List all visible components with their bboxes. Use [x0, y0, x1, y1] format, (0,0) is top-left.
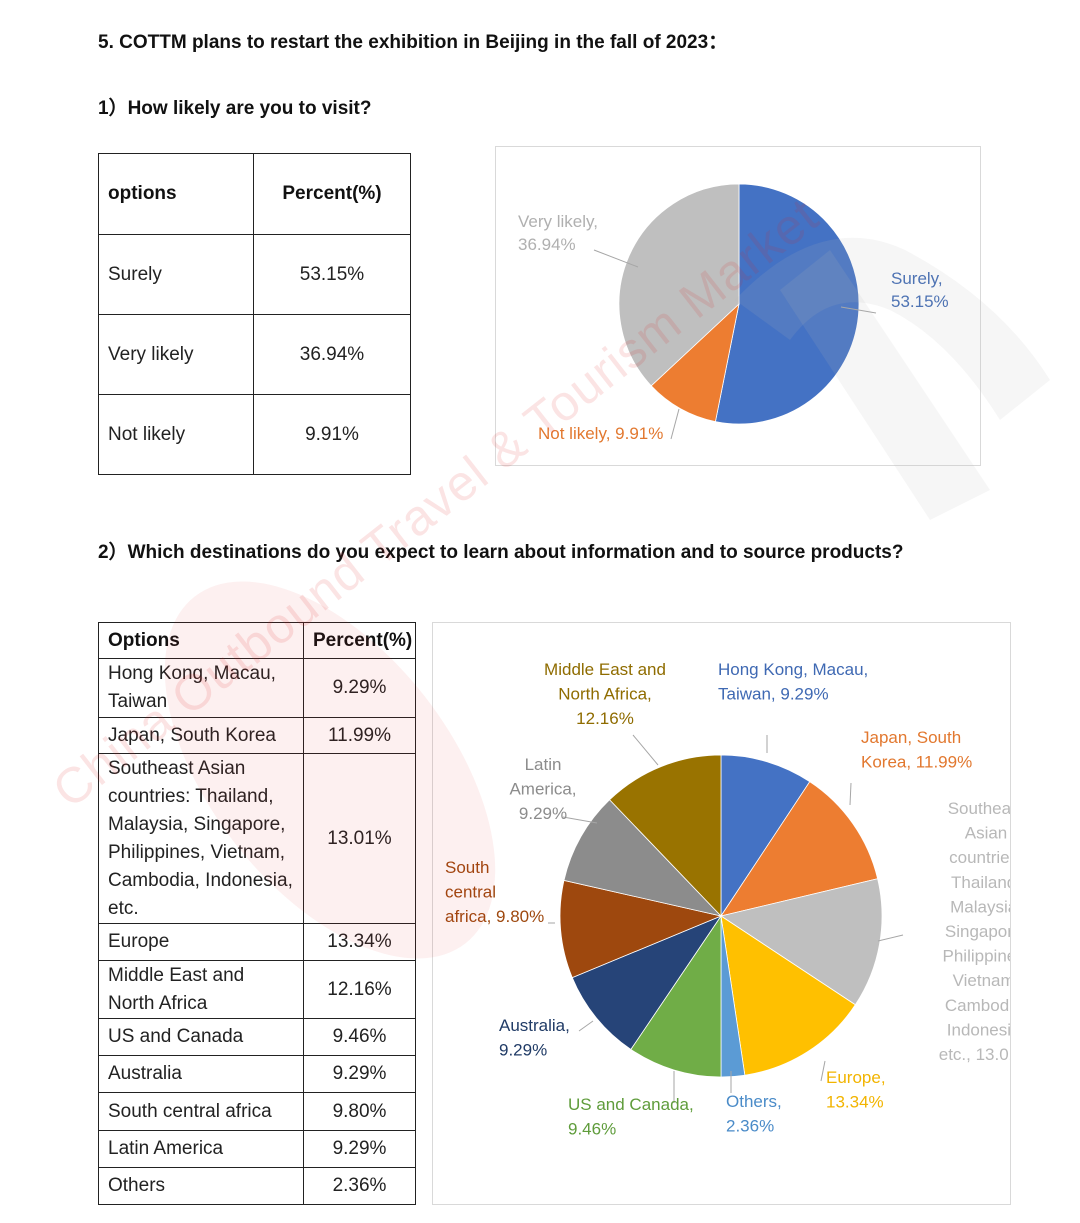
data-label-us-and-canada: US and Canada, 9.46%: [568, 1095, 694, 1139]
data-label-europe: Europe, 13.34%: [826, 1068, 886, 1112]
percent-cell: 11.99%: [303, 717, 416, 754]
pie-slice-middle-east-and-north-africa: [609, 754, 722, 917]
table-header-row: options Percent(%): [98, 153, 411, 235]
data-label-middle-east-and-north-africa: Middle East and North Africa, 12.16%: [544, 660, 666, 728]
column-header-percent: Percent(%): [303, 622, 416, 659]
option-cell: Australia: [98, 1055, 304, 1093]
percent-cell: 53.15%: [253, 234, 411, 315]
visit-likelihood-table: options Percent(%) Surely 53.15% Very li…: [98, 153, 411, 475]
table-row: Japan, South Korea 11.99%: [98, 717, 416, 754]
option-cell: Not likely: [98, 394, 254, 475]
percent-cell: 9.80%: [303, 1092, 416, 1131]
table-row: Surely 53.15%: [98, 234, 411, 315]
pie-slice-south-central-africa: [559, 879, 723, 979]
destinations-chart-frame: Hong Kong, Macau, Taiwan, 9.29% Japan, Sou…: [432, 622, 1033, 1205]
question-1: 1）How likely are you to visit?: [98, 98, 372, 119]
data-label-southeast-asian-countries: SoutheastAsiancountries:Thailand,Malaysi…: [939, 799, 1010, 1064]
percent-cell: 9.29%: [303, 1055, 416, 1093]
leader-line-europe: [820, 1060, 826, 1082]
option-cell: Surely: [98, 234, 254, 315]
pie-slice-not-likely: [650, 302, 740, 423]
leader-line-middle-east-and-north-africa: [632, 734, 659, 766]
pie-slice-surely: [714, 183, 860, 425]
table-row: Others 2.36%: [98, 1167, 416, 1205]
table-row: US and Canada 9.46%: [98, 1018, 416, 1056]
option-cell: Europe: [98, 923, 304, 961]
table-row: Southeast Asian countries: Thailand, Mal…: [98, 753, 416, 924]
pie-slice-hong-kong-macau-taiwan: [720, 754, 811, 918]
leader-line-very-likely: [593, 249, 639, 268]
pie-slice-australia: [571, 915, 723, 1050]
column-header-percent: Percent(%): [253, 153, 411, 235]
leader-line-surely: [840, 306, 877, 314]
percent-cell: 13.34%: [303, 923, 416, 961]
pie-slice-very-likely: [618, 183, 740, 387]
option-cell: US and Canada: [98, 1018, 304, 1056]
percent-cell: 12.16%: [303, 960, 416, 1019]
percent-cell: 13.01%: [303, 753, 416, 924]
visit-likelihood-chart-frame: Surely, 53.15% Not likely, 9.91% Very likel…: [495, 146, 981, 466]
table-row: Hong Kong, Macau, Taiwan 9.29%: [98, 658, 416, 718]
destinations-pie-chart: Hong Kong, Macau, Taiwan, 9.29% Japan, Sou…: [445, 660, 1033, 1139]
column-header-options: options: [98, 153, 254, 235]
data-label-australia: Australia, 9.29%: [499, 1016, 570, 1060]
option-cell: Japan, South Korea: [98, 717, 304, 754]
data-label-south-central-africa: South central africa, 9.80%: [445, 858, 544, 926]
leader-line-japan-south-korea: [849, 782, 852, 806]
leader-line-not-likely: [670, 408, 680, 440]
table-row: Not likely 9.91%: [98, 394, 411, 475]
table-row: Australia 9.29%: [98, 1055, 416, 1093]
pie-slice-europe: [720, 915, 856, 1076]
percent-cell: 9.29%: [303, 1130, 416, 1168]
percent-cell: 9.46%: [303, 1018, 416, 1056]
table-row: Very likely 36.94%: [98, 314, 411, 395]
data-label-very-likely: Very likely, 36.94%: [518, 212, 598, 254]
option-cell: Very likely: [98, 314, 254, 395]
option-cell: South central africa: [98, 1092, 304, 1131]
pie-slice-southeast-asian-countries: [720, 878, 883, 1006]
data-label-japan-south-korea: Japan, South Korea, 11.99%: [861, 728, 972, 772]
table-row: Middle East and North Africa 12.16%: [98, 960, 416, 1019]
table-row: South central africa 9.80%: [98, 1092, 416, 1131]
data-label-surely: Surely, 53.15%: [891, 269, 949, 311]
pie-slice-us-and-canada: [630, 914, 722, 1078]
data-label-latin-america: Latin America, 9.29%: [509, 755, 576, 823]
leader-line-southeast-asian-countries: [877, 934, 904, 942]
column-header-options: Options: [98, 622, 304, 659]
option-cell: Hong Kong, Macau, Taiwan: [98, 658, 304, 718]
leader-line-latin-america: [562, 816, 598, 824]
visit-likelihood-pie-chart: Surely, 53.15% Not likely, 9.91% Very likel…: [518, 183, 949, 443]
section-heading: 5. COTTM plans to restart the exhibition…: [98, 32, 728, 53]
percent-cell: 9.29%: [303, 658, 416, 718]
data-label-not-likely: Not likely, 9.91%: [538, 424, 663, 443]
option-cell: Others: [98, 1167, 304, 1205]
data-label-others: Others, 2.36%: [726, 1092, 782, 1136]
destinations-table: Options Percent(%) Hong Kong, Macau, Tai…: [98, 622, 416, 1205]
option-cell: Latin America: [98, 1130, 304, 1168]
table-row: Europe 13.34%: [98, 923, 416, 961]
pie-slice-latin-america: [563, 799, 723, 917]
table-row: Latin America 9.29%: [98, 1130, 416, 1168]
leader-line-australia: [578, 1020, 594, 1032]
option-cell: Middle East and North Africa: [98, 960, 304, 1019]
percent-cell: 2.36%: [303, 1167, 416, 1205]
pie-slice-japan-south-korea: [720, 781, 879, 917]
percent-cell: 9.91%: [253, 394, 411, 475]
data-label-hong-kong-macau-taiwan: Hong Kong, Macau, Taiwan, 9.29%: [718, 660, 868, 704]
option-cell: Southeast Asian countries: Thailand, Mal…: [98, 753, 304, 924]
question-2: 2）Which destinations do you expect to le…: [98, 542, 904, 563]
table-header-row: Options Percent(%): [98, 622, 416, 659]
percent-cell: 36.94%: [253, 314, 411, 395]
